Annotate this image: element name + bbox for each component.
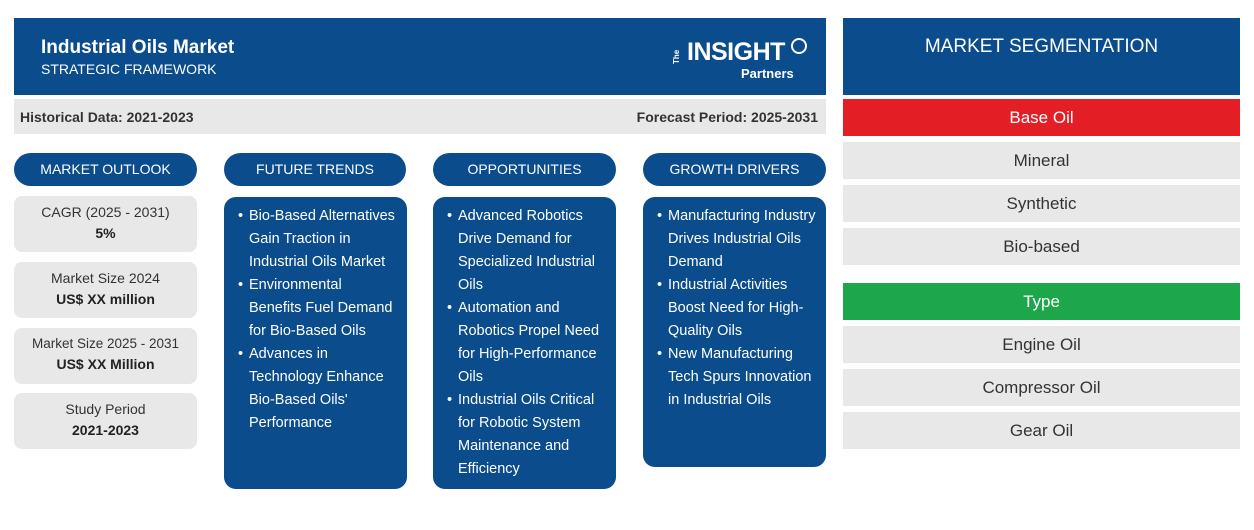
opportunities-heading: OPPORTUNITIES <box>433 153 616 186</box>
stat-label: Market Size 2024 <box>51 270 160 286</box>
opportunities-card: Advanced Robotics Drive Demand for Speci… <box>433 197 616 489</box>
outlook-stat-cagr: CAGR (2025 - 2031) 5% <box>14 196 197 252</box>
stat-value: 5% <box>95 225 116 241</box>
stat-value: 2021-2023 <box>72 422 139 438</box>
driver-item: Manufacturing Industry Drives Industrial… <box>657 205 816 274</box>
stat-label: Study Period <box>65 401 146 417</box>
segment-item-mineral: Mineral <box>843 142 1240 179</box>
driver-item: Industrial Activities Boost Need for Hig… <box>657 274 816 343</box>
stat-label: Market Size 2025 - 2031 <box>31 336 180 351</box>
trend-item: Bio-Based Alternatives Gain Traction in … <box>238 205 397 274</box>
segment-item-bio-based: Bio-based <box>843 228 1240 265</box>
historical-data: Historical Data: 2021-2023 <box>20 109 194 125</box>
growth-drivers-card: Manufacturing Industry Drives Industrial… <box>643 197 826 467</box>
insight-partners-logo: The INSIGHT Partners <box>669 34 809 84</box>
segment-item-gear-oil: Gear Oil <box>843 412 1240 449</box>
page-title: Industrial Oils Market <box>41 37 235 58</box>
outlook-stat-market-size-forecast: Market Size 2025 - 2031 US$ XX Million <box>14 328 197 384</box>
stat-label: CAGR (2025 - 2031) <box>41 204 170 220</box>
opportunity-item: Automation and Robotics Propel Need for … <box>447 297 606 389</box>
stat-value: US$ XX Million <box>56 356 155 372</box>
logo-swoosh-icon <box>791 38 807 54</box>
segment-item-synthetic: Synthetic <box>843 185 1240 222</box>
trend-item: Environmental Benefits Fuel Demand for B… <box>238 274 397 343</box>
outlook-stat-study-period: Study Period 2021-2023 <box>14 393 197 449</box>
segment-item-compressor-oil: Compressor Oil <box>843 369 1240 406</box>
logo-the-text: The <box>672 49 681 64</box>
page-subtitle: STRATEGIC FRAMEWORK <box>41 61 217 77</box>
segment-item-engine-oil: Engine Oil <box>843 326 1240 363</box>
future-trends-card: Bio-Based Alternatives Gain Traction in … <box>224 197 407 489</box>
stat-value: US$ XX million <box>56 291 155 307</box>
market-segmentation-heading: MARKET SEGMENTATION <box>843 18 1240 95</box>
forecast-period: Forecast Period: 2025-2031 <box>636 109 818 125</box>
segment-category-type: Type <box>843 283 1240 320</box>
market-outlook-heading: MARKET OUTLOOK <box>14 153 197 186</box>
opportunity-item: Industrial Oils Critical for Robotic Sys… <box>447 389 606 481</box>
period-bar: Historical Data: 2021-2023 Forecast Peri… <box>14 99 826 134</box>
driver-item: New Manufacturing Tech Spurs Innovation … <box>657 343 816 412</box>
outlook-stat-market-size-2024: Market Size 2024 US$ XX million <box>14 262 197 318</box>
opportunity-item: Advanced Robotics Drive Demand for Speci… <box>447 205 606 297</box>
logo-insight-text: INSIGHT <box>687 38 785 66</box>
logo-partners-text: Partners <box>741 66 794 81</box>
segment-category-base-oil: Base Oil <box>843 99 1240 136</box>
growth-drivers-heading: GROWTH DRIVERS <box>643 153 826 186</box>
trend-item: Advances in Technology Enhance Bio-Based… <box>238 343 397 435</box>
future-trends-heading: FUTURE TRENDS <box>224 153 406 186</box>
header-banner: Industrial Oils Market STRATEGIC FRAMEWO… <box>14 18 826 95</box>
